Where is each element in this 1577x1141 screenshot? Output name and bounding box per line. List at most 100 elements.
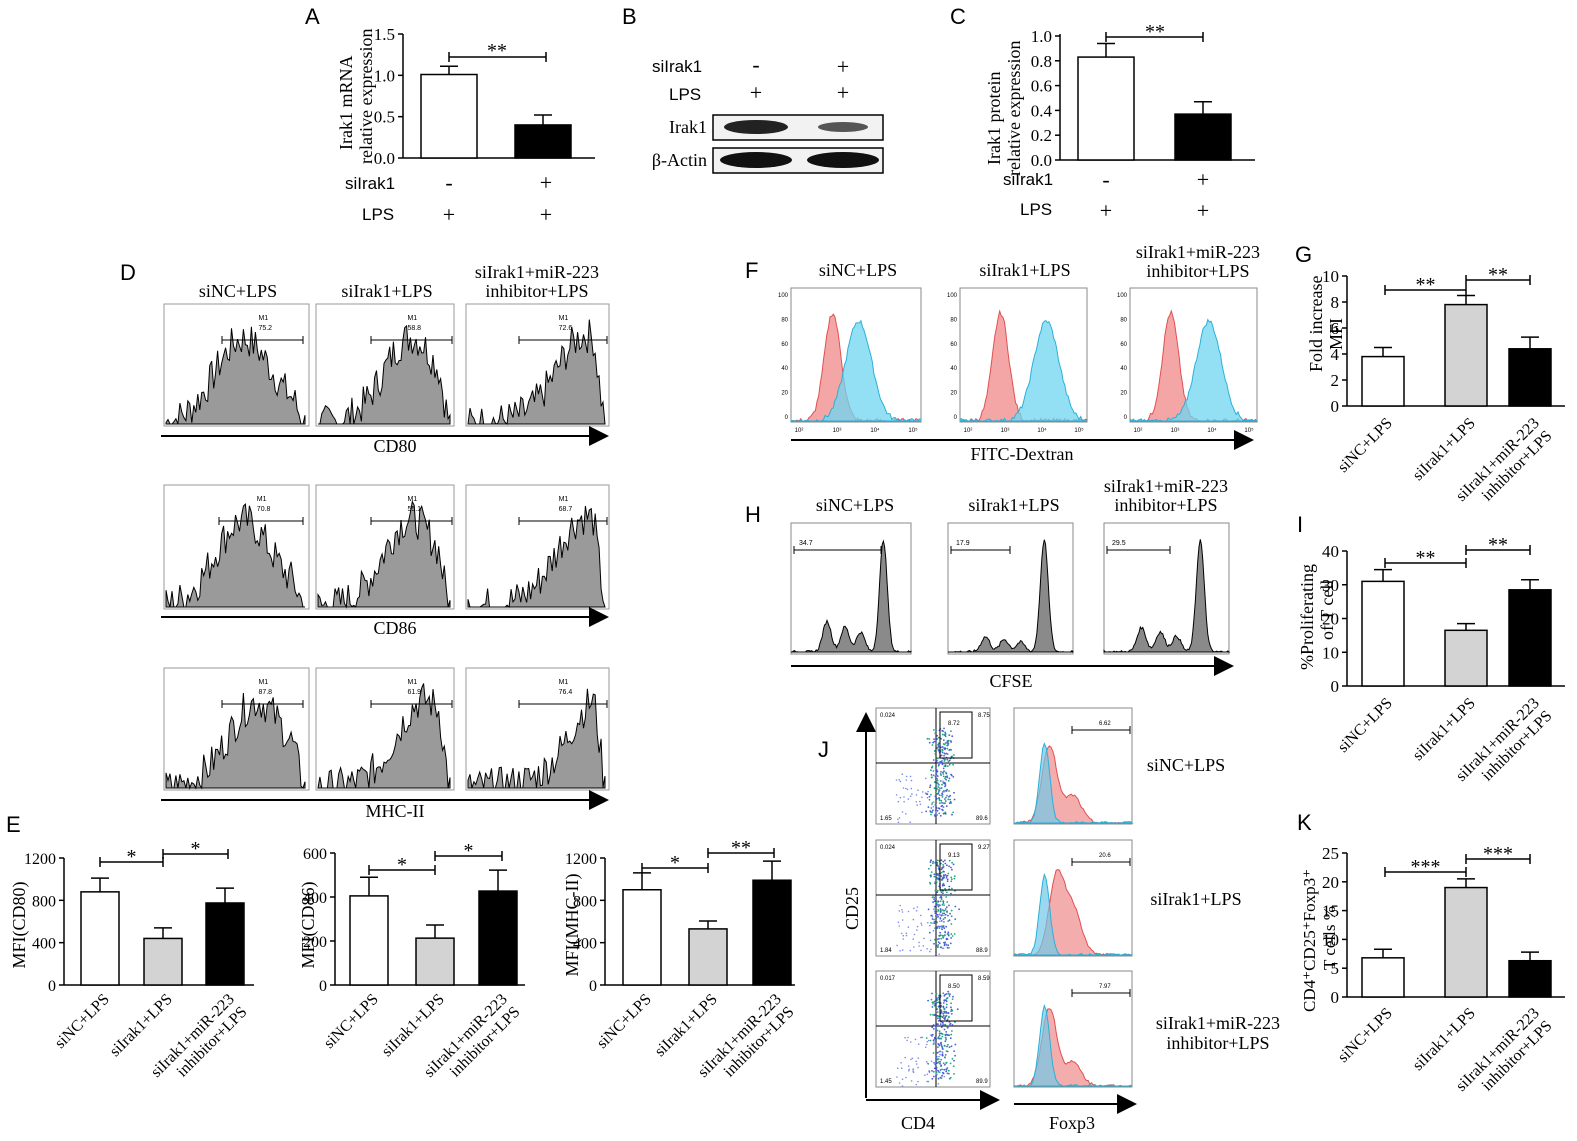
panel-g-tick-5: 10: [1322, 267, 1339, 286]
panel-d-gate-label: M1: [407, 315, 417, 322]
panel-c-ylabel-1: Irak1 protein: [984, 72, 1004, 165]
panel-f-hist-1: 100 80 60 40 20 0 10² 10³ 10⁴ 10⁵: [778, 287, 922, 434]
panel-k-ylabel-2: T cells %: [1320, 906, 1339, 970]
panel-h-hist-3: 29.5: [1103, 522, 1231, 655]
panel-k-cat-1: siIrak1+LPS: [1410, 1005, 1479, 1074]
panel-f-ytick: 80: [781, 317, 788, 323]
panel-g-cat-1: siIrak1+LPS: [1410, 415, 1479, 484]
panel-a: Irak1 mRNA relative expression 0.0 0.5 1.0…: [336, 25, 595, 227]
panel-k-tick-5: 25: [1322, 844, 1339, 863]
panel-b-r1c1: -: [752, 52, 759, 77]
panel-f: siNC+LPS siIrak1+LPS siIrak1+miR-223 inh…: [778, 242, 1260, 464]
panel-e-chart-1: 0 400 800 1200 MFI(CD80) * * siNC+LPSsiIrak1+LP…: [9, 838, 254, 1081]
panel-h-gate-value: 17.9: [956, 540, 970, 547]
panel-i-tick-1: 10: [1322, 643, 1339, 662]
panel-h-gate-value: 29.5: [1112, 540, 1126, 547]
panel-a-bar-1: [514, 124, 572, 159]
panel-d-hist-r3-c2: M1 61.9: [315, 667, 455, 791]
panel-j-q-ur: 9.27: [978, 845, 990, 851]
panel-c-tick-5: 1.0: [1031, 27, 1052, 46]
panel-i-bar-2: [1508, 589, 1552, 687]
panel-a-sig: **: [487, 40, 507, 62]
panel-d-gate-value: 58.8: [407, 325, 421, 332]
panel-d-hist-r1-c2: M1 58.8: [315, 303, 455, 427]
panel-k-bar-1: [1444, 886, 1488, 998]
panel-b: siIrak1 LPS - + + + Irak1 β-Actin: [652, 52, 884, 174]
panel-e2-cat-1: siIrak1+LPS: [379, 991, 448, 1060]
panel-label-c: C: [950, 4, 966, 29]
panel-j-q-lr: 89.9: [976, 1079, 988, 1085]
panel-f-ytick: 80: [1120, 317, 1127, 323]
panel-e2-sig-1: *: [397, 854, 407, 876]
panel-a-r1c1: -: [445, 170, 452, 195]
panel-h-col1: siNC+LPS: [816, 495, 894, 515]
panel-f-ytick: 20: [1120, 391, 1127, 397]
panel-a-tick-1: 0.5: [374, 108, 395, 127]
panel-j-row2: siIrak1+LPS: [1150, 889, 1241, 909]
panel-f-xtick: 10⁵: [908, 427, 918, 434]
panel-a-r2c1: +: [443, 202, 455, 227]
panel-g-sig-1: **: [1416, 274, 1436, 296]
panel-a-ylabel-1: Irak1 mRNA: [336, 56, 356, 150]
panel-e-title-3: MFI(MHC-II): [562, 874, 583, 977]
panel-j-xaxis-cd4: CD4: [901, 1113, 935, 1133]
panel-c-tick-1: 0.2: [1031, 126, 1052, 145]
panel-g-sig-2: **: [1488, 264, 1508, 286]
panel-label-b: B: [622, 4, 637, 29]
panel-i-ylabel-1: %Proliferating: [1297, 564, 1317, 670]
panel-b-r1c2: +: [837, 54, 849, 79]
panel-j-yaxis: CD25: [842, 887, 862, 930]
panel-j-q-ll: 1.84: [880, 948, 892, 954]
panel-a-row2-label: LPS: [362, 205, 394, 224]
panel-label-j: J: [818, 737, 829, 762]
panel-e1-bar-1: [143, 937, 183, 986]
panel-d-col3a: siIrak1+miR-223: [475, 262, 599, 282]
panel-e1-cat-0: siNC+LPS: [52, 991, 113, 1052]
panel-d-hist-r1-c1: M1 75.2: [163, 303, 310, 427]
panel-f-col2: siIrak1+LPS: [979, 260, 1070, 280]
blot-band-actin-2: [807, 152, 879, 168]
panel-i-cat-0: siNC+LPS: [1335, 695, 1396, 756]
panel-e1-tick-3: 1200: [24, 851, 56, 868]
panel-d-gate-value: 61.9: [407, 689, 421, 696]
panel-d-col1: siNC+LPS: [199, 281, 277, 301]
panel-e2-tick-3: 600: [303, 846, 327, 863]
panel-e3-tick-1: 400: [573, 936, 597, 953]
panel-e3-tick-0: 0: [589, 978, 597, 995]
panel-j-q-ul: 0.024: [880, 713, 896, 719]
panel-c-bar-1: [1174, 113, 1232, 161]
panel-c-r2c2: +: [1197, 198, 1209, 223]
panel-e2-sig-2: *: [464, 840, 474, 862]
panel-e3-bar-2: [752, 879, 792, 986]
panel-e-title-1: MFI(CD80): [9, 881, 30, 968]
panel-i-tick-2: 20: [1322, 610, 1339, 629]
panel-f-ytick: 0: [1124, 415, 1128, 421]
panel-j-q-gate: 8.50: [948, 984, 960, 990]
panel-d-axis-cd86: CD86: [373, 618, 416, 638]
panel-i-tick-0: 0: [1331, 677, 1340, 696]
panel-d-col3b: inhibitor+LPS: [485, 281, 588, 301]
panel-a-tick-3: 1.5: [374, 25, 395, 44]
panel-j-row-3: 0.017 8.59 1.45 89.9 8.50 7.97: [875, 970, 1133, 1088]
panel-k: CD4⁺CD25⁺Foxp3⁺ T cells % 0 5 10 15 20 25 *** *…: [1300, 843, 1565, 1095]
panel-c-r2c1: +: [1100, 198, 1112, 223]
panel-e3-tick-3: 1200: [565, 851, 597, 868]
panel-i-sig-2: **: [1488, 534, 1508, 556]
panel-c-ylabel-2: relative expression: [1004, 41, 1024, 176]
panel-c-row1-label: siIrak1: [1003, 170, 1053, 189]
panel-j-q-gate: 8.72: [948, 721, 960, 727]
panel-h-col3a: siIrak1+miR-223: [1104, 476, 1228, 496]
panel-j-row3a: siIrak1+miR-223: [1156, 1013, 1280, 1033]
panel-f-col3a: siIrak1+miR-223: [1136, 242, 1260, 262]
panel-j-row-2: 0.024 9.27 1.84 88.9 9.13 20.6: [875, 839, 1133, 957]
panel-a-bar-0: [420, 73, 478, 159]
panel-label-f: F: [745, 258, 758, 283]
panel-f-col3b: inhibitor+LPS: [1146, 261, 1249, 281]
panel-k-tick-2: 10: [1322, 930, 1339, 949]
panel-d-gate-label: M1: [258, 679, 268, 686]
panel-d-axis-mhc: MHC-II: [366, 801, 425, 821]
panel-f-axis: FITC-Dextran: [971, 444, 1074, 464]
panel-f-ytick: 0: [785, 415, 789, 421]
